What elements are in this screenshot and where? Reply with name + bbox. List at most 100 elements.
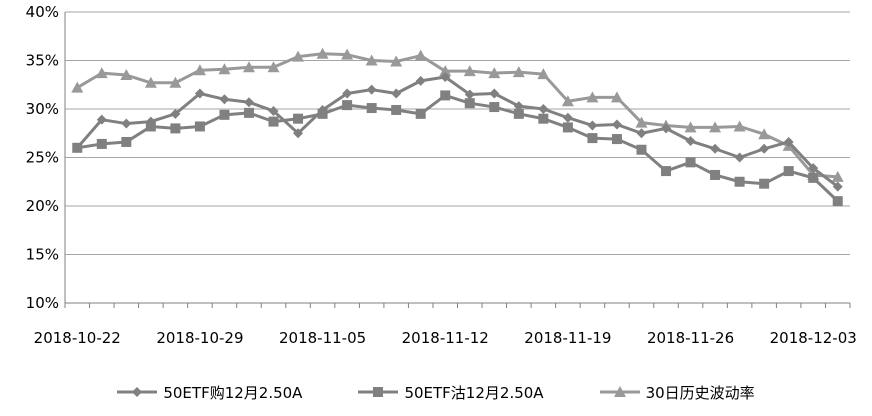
data-point-diamond	[243, 97, 254, 108]
data-point-diamond	[562, 112, 573, 123]
data-point-triangle	[613, 386, 626, 397]
data-point-diamond	[636, 128, 647, 139]
data-point-square	[808, 172, 819, 183]
legend-label: 50ETF购12月2.50A	[163, 383, 303, 402]
data-point-triangle	[365, 54, 378, 66]
y-axis-tick-labels: 10% 15% 20% 25% 30% 35% 40%	[26, 3, 59, 312]
data-point-triangle	[95, 67, 108, 79]
data-point-square	[832, 196, 843, 207]
data-point-triangle	[439, 65, 452, 77]
series-line	[76, 52, 838, 179]
data-point-diamond	[489, 88, 500, 99]
data-point-square	[661, 166, 672, 177]
x-tick-label: 2018-10-22	[34, 329, 121, 347]
data-point-square	[121, 136, 132, 147]
data-point-diamond	[121, 118, 132, 129]
data-point-square	[538, 113, 549, 124]
data-point-square	[373, 387, 384, 397]
legend-item: 30日历史波动率	[599, 380, 755, 404]
data-point-diamond	[366, 84, 377, 95]
legend-item: 50ETF沽12月2.50A	[358, 380, 544, 404]
data-point-triangle	[537, 68, 550, 80]
data-point-triangle	[733, 120, 746, 132]
x-tick-label: 2018-11-19	[524, 329, 611, 347]
data-point-triangle	[267, 61, 280, 73]
data-point-square	[219, 109, 230, 120]
legend-label: 30日历史波动率	[645, 383, 755, 402]
data-point-square	[734, 176, 745, 187]
data-point-square	[293, 113, 304, 124]
data-point-triangle	[831, 170, 844, 182]
x-axis-tick-labels: 2018-10-22 2018-10-29 2018-11-05 2018-11-12…	[34, 329, 857, 347]
data-point-square	[636, 144, 647, 155]
legend-item: 50ETF购12月2.50A	[117, 380, 302, 404]
axes	[64, 12, 851, 308]
x-tick-label: 2018-12-03	[770, 329, 857, 347]
data-point-diamond	[170, 108, 181, 119]
x-tick-label: 2018-10-29	[156, 329, 243, 347]
data-point-triangle	[709, 121, 722, 133]
y-tick-label: 20%	[26, 197, 59, 215]
data-point-diamond	[710, 143, 721, 154]
data-point-triangle	[218, 63, 231, 75]
data-point-square	[243, 107, 254, 118]
data-point-square	[489, 102, 500, 113]
data-point-diamond	[587, 120, 598, 131]
line-chart: 10%15%20%25%30%35%40% 2018-10-22 2018-10-…	[26, 3, 857, 347]
data-point-square	[783, 166, 794, 177]
data-point-triangle	[463, 65, 476, 77]
data-point-triangle	[169, 76, 182, 88]
data-point-triangle	[758, 128, 771, 140]
data-point-square	[72, 142, 83, 153]
data-point-diamond	[415, 75, 426, 86]
data-point-triangle	[390, 55, 403, 67]
data-point-diamond	[734, 152, 745, 163]
data-point-square	[759, 178, 770, 189]
data-point-triangle	[71, 81, 84, 93]
legend: 50ETF购12月2.50A 50ETF沽12月2.50A 30日历史波动率	[0, 380, 872, 404]
data-point-diamond	[464, 89, 475, 100]
data-point-square	[562, 122, 573, 133]
grid-lines	[65, 11, 850, 255]
data-point-diamond	[661, 123, 672, 134]
legend-label: 50ETF沽12月2.50A	[404, 383, 544, 402]
data-point-triangle	[684, 121, 697, 133]
data-point-square	[685, 157, 696, 168]
legend-swatch-square	[358, 387, 399, 397]
data-point-diamond	[440, 71, 451, 82]
data-point-square	[194, 121, 205, 132]
data-point-diamond	[611, 119, 622, 130]
data-point-square	[464, 98, 475, 109]
data-point-triangle	[512, 66, 525, 78]
legend-swatch-diamond	[117, 387, 158, 397]
y-tick-label: 10%	[26, 294, 59, 312]
legend-swatch-triangle	[599, 386, 640, 397]
data-point-diamond	[538, 104, 549, 114]
data-point-diamond	[832, 181, 843, 192]
series-layer	[71, 47, 844, 207]
data-point-triangle	[316, 47, 329, 59]
series-line	[77, 93, 839, 203]
data-point-diamond	[268, 105, 279, 116]
data-point-diamond	[808, 163, 819, 174]
x-tick-label: 2018-11-12	[402, 329, 489, 347]
series-2	[72, 90, 843, 207]
data-point-diamond	[219, 94, 230, 105]
data-point-diamond	[96, 114, 107, 125]
data-point-diamond	[194, 88, 205, 99]
series-3	[71, 47, 844, 182]
y-tick-label: 40%	[26, 3, 59, 21]
data-point-diamond	[513, 101, 524, 112]
data-point-diamond	[342, 88, 353, 99]
series-line	[76, 75, 839, 188]
data-point-triangle	[610, 91, 623, 103]
data-point-diamond	[132, 387, 143, 397]
data-point-square	[317, 108, 328, 119]
y-tick-label: 30%	[26, 100, 59, 118]
data-point-square	[710, 169, 721, 180]
data-point-triangle	[341, 48, 354, 60]
series-1	[72, 71, 843, 192]
data-point-square	[587, 133, 598, 144]
data-point-square	[611, 134, 622, 145]
data-point-diamond	[783, 136, 794, 147]
